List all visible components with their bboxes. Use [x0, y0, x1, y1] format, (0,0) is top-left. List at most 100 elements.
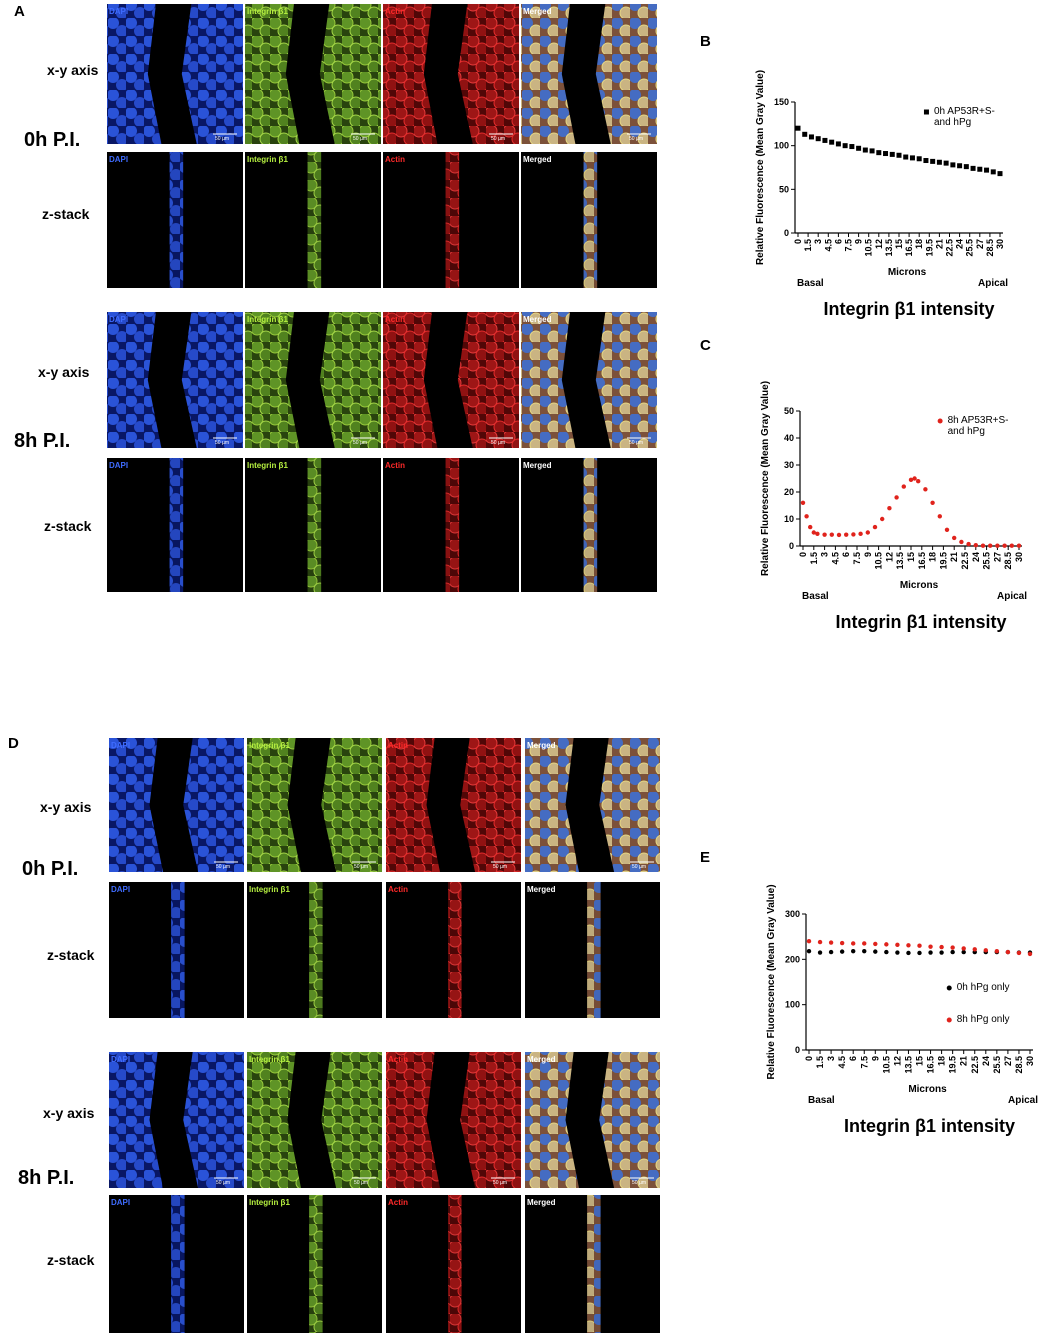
channel-label: Actin: [388, 1198, 408, 1207]
x-tick-label: 18: [914, 239, 924, 249]
chart-title: Integrin β1 intensity: [835, 612, 1006, 632]
point: [923, 158, 929, 164]
row-label: z-stack: [47, 947, 95, 963]
legend-entry: 8h AP53R+S- and hPg: [948, 415, 1009, 437]
x-tick-label: 0: [793, 239, 803, 244]
point: [939, 944, 944, 950]
legend-text: 0h AP53R+S- and hPg: [933, 106, 995, 128]
point: [839, 940, 845, 946]
channel-label: Actin: [385, 315, 405, 324]
channel-label: Actin: [385, 7, 405, 16]
y-tick-label: 0: [789, 541, 794, 551]
point: [806, 939, 812, 944]
cell-region: [386, 1052, 440, 1188]
point: [829, 532, 834, 537]
legend-entry: 8h hPg only: [957, 1014, 1010, 1025]
x-tick-label: 6: [833, 239, 843, 244]
panel-letter: B: [700, 33, 711, 50]
point: [873, 949, 878, 954]
x-tick-label: 30: [1025, 1056, 1035, 1066]
channel-label: Actin: [385, 155, 405, 164]
cell-region: [386, 738, 440, 872]
x-tick-label: 19.5: [938, 552, 948, 570]
x-tick-label: 1.5: [809, 552, 819, 565]
point: [916, 156, 922, 162]
point: [908, 477, 914, 483]
point: [895, 942, 900, 948]
channel-label: DAPI: [111, 741, 130, 750]
cell-region: [460, 1052, 521, 1188]
x-tick-label: 18: [937, 1056, 947, 1066]
cell-region: [245, 4, 300, 144]
point: [806, 948, 812, 954]
y-tick-label: 100: [785, 1000, 800, 1010]
panel-letter: D: [8, 735, 19, 752]
x-tick-label: 1.5: [803, 239, 813, 252]
point: [1009, 543, 1014, 548]
point: [963, 164, 969, 170]
point: [961, 946, 966, 951]
point: [1027, 951, 1033, 957]
point: [862, 948, 867, 954]
scale-label: 50 µm: [491, 136, 505, 142]
x-tick-label: 15: [894, 239, 904, 249]
cell-region: [245, 312, 300, 448]
channel-label: Integrin β1: [247, 155, 288, 164]
point: [894, 495, 899, 500]
time-label: 0h P.I.: [24, 129, 80, 151]
point: [883, 151, 889, 157]
cell-region: [321, 738, 382, 872]
x-tick-label: 28.5: [985, 239, 995, 257]
cell-region: [181, 4, 243, 144]
x-tick-label: 12: [884, 552, 894, 562]
x-tick-label: 18: [928, 552, 938, 562]
point: [815, 136, 821, 142]
point: [1005, 949, 1011, 955]
z-stripe: [587, 882, 601, 1018]
point: [851, 941, 856, 946]
panel-letter: E: [700, 849, 710, 866]
x-tick-label: 13.5: [903, 1056, 913, 1074]
x-tick-label: 6: [841, 552, 851, 557]
cell-region: [321, 1052, 382, 1188]
z-stripe: [587, 1195, 601, 1333]
point: [849, 144, 855, 150]
x-tick-label: 30: [995, 239, 1005, 249]
channel-label: Merged: [523, 155, 552, 164]
point: [923, 487, 928, 492]
point: [977, 166, 983, 172]
point: [950, 945, 955, 950]
point: [839, 949, 845, 954]
cell-region: [383, 4, 438, 144]
point: [844, 532, 849, 537]
basal-label: Basal: [802, 591, 829, 602]
point: [912, 476, 917, 481]
x-tick-label: 3: [820, 552, 830, 557]
channel-label: Actin: [388, 1055, 408, 1064]
x-tick-label: 19.5: [948, 1056, 958, 1074]
cell-region: [319, 312, 381, 448]
point: [828, 940, 834, 945]
point: [836, 532, 842, 538]
cell-region: [183, 738, 244, 872]
scale-label: 50 µm: [353, 440, 367, 446]
cell-region: [107, 4, 162, 144]
point: [876, 150, 882, 156]
y-tick-label: 50: [784, 406, 794, 416]
x-tick-label: 28.5: [1003, 552, 1013, 570]
scale-label: 50 µm: [493, 864, 507, 870]
row-label: z-stack: [47, 1252, 95, 1268]
channel-label: Merged: [527, 1198, 556, 1207]
x-tick-label: 27: [1003, 1056, 1013, 1066]
channel-label: Integrin β1: [247, 315, 288, 324]
scale-label: 50 µm: [215, 440, 229, 446]
cell-region: [383, 312, 438, 448]
y-tick-label: 150: [774, 97, 789, 107]
cell-region: [181, 312, 243, 448]
scale-label: 50 µm: [491, 440, 505, 446]
legend-marker: [946, 985, 952, 991]
point: [906, 943, 911, 948]
point: [896, 152, 902, 158]
y-tick-label: 40: [784, 433, 794, 443]
scale-label: 50 µm: [629, 440, 643, 446]
